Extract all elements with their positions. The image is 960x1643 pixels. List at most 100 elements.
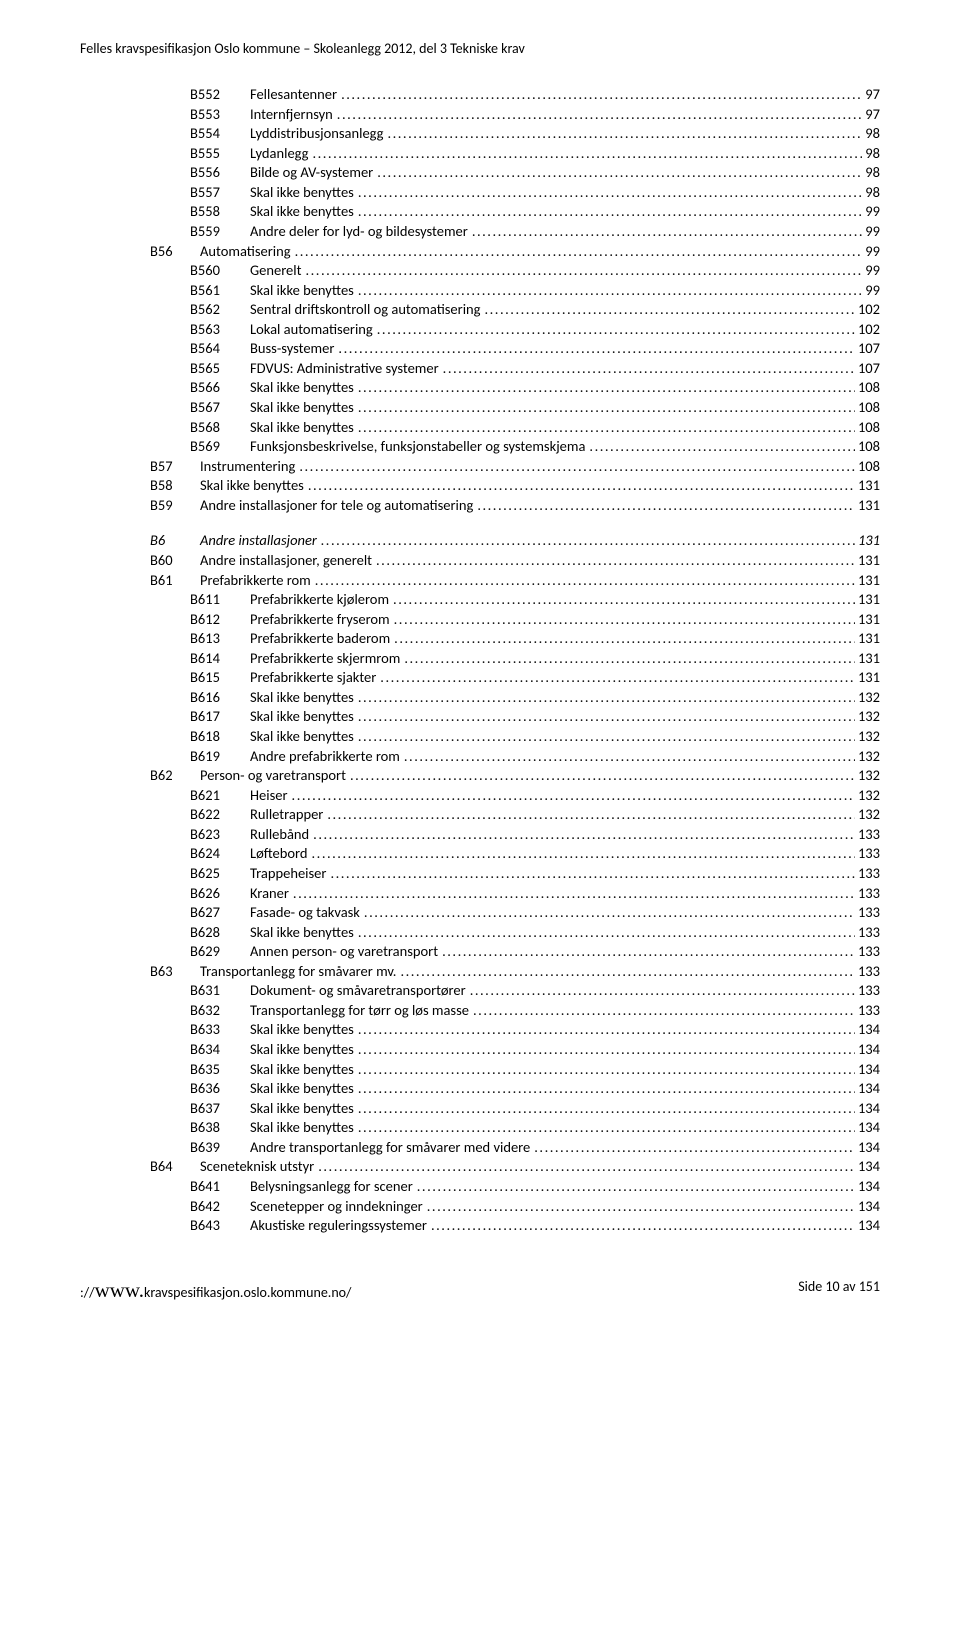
toc-entry: B614Prefabrikkerte skjermrom131 [80,649,880,669]
toc-entry: B621Heiser132 [80,786,880,806]
toc-page-number: 134 [855,1099,880,1119]
toc-entry: B566Skal ikke benyttes108 [80,378,880,398]
toc-leader-dots [330,864,855,884]
table-of-contents: B552Fellesantenner97B553Internfjernsyn97… [80,85,880,1236]
toc-page-number: 131 [855,531,880,551]
toc-label: B568Skal ikke benyttes [190,418,358,438]
toc-leader-dots [358,398,855,418]
toc-code: B617 [190,707,250,727]
toc-entry: B611Prefabrikkerte kjølerom131 [80,590,880,610]
toc-page-number: 131 [855,590,880,610]
toc-entry: B613Prefabrikkerte baderom131 [80,629,880,649]
toc-label: B639Andre transportanlegg for småvarer m… [190,1138,534,1158]
toc-label: B59Andre installasjoner for tele og auto… [150,496,477,516]
toc-title: Prefabrikkerte kjølerom [250,590,389,608]
toc-entry: B631Dokument- og småvaretransportører133 [80,981,880,1001]
toc-page-number: 133 [855,1001,880,1021]
toc-title: Automatisering [200,242,291,260]
toc-page-number: 131 [855,476,880,496]
toc-title: Skal ikke benyttes [250,707,354,725]
toc-code: B568 [190,418,250,438]
toc-entry: B56Automatisering99 [80,242,880,262]
toc-leader-dots [358,727,855,747]
toc-title: Fellesantenner [250,85,337,103]
toc-title: Scenetepper og inndekninger [250,1197,423,1215]
toc-entry: B560Generelt99 [80,261,880,281]
toc-code: B60 [150,551,200,571]
toc-entry: B569Funksjonsbeskrivelse, funksjonstabel… [80,437,880,457]
toc-title: Prefabrikkerte sjakter [250,668,376,686]
toc-code: B637 [190,1099,250,1119]
toc-entry: B568Skal ikke benyttes108 [80,418,880,438]
toc-label: B63Transportanlegg for småvarer mv. [150,962,400,982]
toc-page-number: 99 [862,281,880,301]
toc-leader-dots [380,668,855,688]
toc-page-number: 133 [855,884,880,904]
toc-leader-dots [308,476,855,496]
toc-entry: B637Skal ikke benyttes134 [80,1099,880,1119]
toc-page-number: 107 [855,359,880,379]
toc-entry: B57Instrumentering108 [80,457,880,477]
toc-code: B636 [190,1079,250,1099]
toc-leader-dots [358,1079,855,1099]
toc-leader-dots [404,747,855,767]
toc-title: Skal ikke benyttes [250,1020,354,1038]
toc-page-number: 131 [855,610,880,630]
toc-page-number: 99 [862,202,880,222]
toc-page-number: 97 [862,85,880,105]
toc-leader-dots [350,766,855,786]
toc-page-number: 107 [855,339,880,359]
toc-entry: B616Skal ikke benyttes 132 [80,688,880,708]
toc-page-number: 133 [855,825,880,845]
toc-leader-dots [376,551,855,571]
toc-label: B553Internfjernsyn [190,105,337,125]
toc-label: B560Generelt [190,261,305,281]
toc-entry: B628Skal ikke benyttes133 [80,923,880,943]
toc-label: B567Skal ikke benyttes [190,398,358,418]
toc-title: Skal ikke benyttes [250,378,354,396]
toc-title: Skal ikke benyttes [250,688,354,706]
toc-label: B615Prefabrikkerte sjakter [190,668,380,688]
toc-label: B642Scenetepper og inndekninger [190,1197,427,1217]
toc-code: B59 [150,496,200,516]
toc-code: B632 [190,1001,250,1021]
toc-page-number: 134 [855,1197,880,1217]
toc-label: B616Skal ikke benyttes [190,688,358,708]
toc-leader-dots [358,183,862,203]
toc-code: B635 [190,1060,250,1080]
toc-entry: B565FDVUS: Administrative systemer107 [80,359,880,379]
toc-code: B552 [190,85,250,105]
toc-leader-dots [443,359,855,379]
toc-label: B623Rullebånd [190,825,313,845]
toc-entry: B622Rulletrapper132 [80,805,880,825]
toc-page-number: 108 [855,378,880,398]
toc-leader-dots [313,825,855,845]
toc-code: B555 [190,144,250,164]
document-header: Felles kravspesifikasjon Oslo kommune – … [80,40,880,57]
toc-leader-dots [404,649,855,669]
toc-leader-dots [312,144,862,164]
toc-page-number: 133 [855,942,880,962]
toc-leader-dots [358,1040,855,1060]
toc-leader-dots [472,222,862,242]
toc-title: Fasade- og takvask [250,903,360,921]
toc-label: B631Dokument- og småvaretransportører [190,981,470,1001]
toc-leader-dots [358,1060,855,1080]
toc-title: Skal ikke benyttes [250,1060,354,1078]
toc-page-number: 134 [855,1138,880,1158]
toc-page-number: 134 [855,1020,880,1040]
footer-www: www. [95,1278,144,1302]
toc-code: B638 [190,1118,250,1138]
toc-label: B627Fasade- og takvask [190,903,364,923]
toc-code: B61 [150,571,200,591]
toc-label: B559Andre deler for lyd- og bildesysteme… [190,222,472,242]
toc-code: B553 [190,105,250,125]
toc-code: B569 [190,437,250,457]
toc-page-number: 132 [855,688,880,708]
toc-code: B58 [150,476,200,496]
toc-entry: B556Bilde og AV-systemer98 [80,163,880,183]
toc-label: B64Sceneteknisk utstyr [150,1157,318,1177]
toc-leader-dots [295,242,863,262]
toc-label: B58Skal ikke benyttes [150,476,308,496]
toc-title: Skal ikke benyttes [200,476,304,494]
